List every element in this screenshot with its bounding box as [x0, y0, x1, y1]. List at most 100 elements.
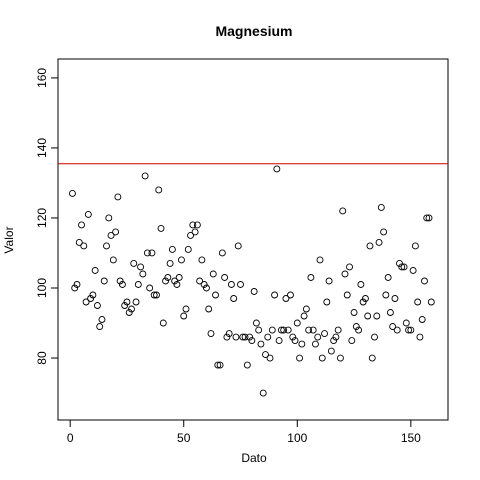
point [346, 263, 353, 271]
point [364, 312, 372, 320]
point [330, 337, 338, 344]
point [325, 277, 333, 285]
point [291, 337, 299, 344]
point [225, 330, 233, 337]
point [298, 340, 306, 348]
point [421, 277, 428, 285]
point [302, 305, 310, 313]
point [189, 221, 197, 229]
point [271, 291, 279, 299]
point [87, 295, 95, 302]
point [105, 214, 113, 222]
point [296, 354, 304, 362]
point [212, 291, 219, 299]
point [264, 333, 272, 341]
point [128, 305, 135, 313]
point [173, 281, 181, 288]
point [73, 281, 81, 288]
point [96, 323, 104, 330]
point [116, 277, 124, 285]
point [336, 354, 344, 362]
point [418, 316, 426, 323]
point [373, 312, 381, 320]
point [155, 186, 163, 194]
point [375, 239, 383, 246]
point [205, 305, 213, 313]
point [221, 274, 229, 281]
point [277, 326, 285, 334]
point [241, 333, 249, 341]
point [168, 246, 176, 253]
point [352, 323, 360, 330]
point [246, 333, 254, 341]
point [343, 291, 351, 299]
point [327, 347, 335, 355]
point [252, 319, 260, 327]
point [250, 288, 258, 295]
point [284, 326, 292, 334]
point [214, 361, 222, 369]
point [300, 312, 308, 320]
point [164, 274, 172, 281]
point [180, 312, 188, 320]
point [386, 309, 394, 316]
point [341, 270, 349, 278]
point [268, 326, 276, 334]
point [141, 172, 149, 180]
point [243, 361, 251, 369]
point [398, 263, 406, 271]
point [162, 277, 170, 285]
point [130, 260, 138, 267]
point [359, 298, 367, 306]
point [289, 333, 297, 341]
point [139, 270, 147, 278]
point [112, 228, 120, 236]
point [100, 277, 108, 285]
point [148, 249, 156, 257]
point [227, 281, 235, 288]
point [218, 249, 226, 257]
point [239, 333, 247, 341]
y-tick-label: 100 [35, 278, 49, 298]
point [391, 295, 399, 302]
point [171, 277, 179, 285]
point [389, 323, 397, 330]
point [84, 211, 92, 218]
point [368, 354, 376, 362]
x-tick-label: 50 [177, 431, 191, 445]
point [355, 326, 363, 334]
y-tick-label: 140 [35, 138, 49, 158]
point [400, 263, 408, 271]
point [255, 326, 263, 334]
point [182, 305, 190, 313]
point [409, 267, 417, 274]
point [91, 267, 99, 274]
point [134, 281, 142, 288]
point [114, 193, 122, 201]
point [178, 256, 185, 264]
point [293, 319, 301, 327]
point [132, 298, 140, 306]
point [257, 340, 265, 348]
point [175, 274, 183, 281]
point [427, 298, 435, 306]
point [223, 333, 231, 341]
point [150, 291, 158, 299]
point [159, 319, 167, 327]
point [384, 274, 392, 281]
point [193, 221, 201, 229]
point [248, 337, 256, 344]
point [423, 214, 431, 222]
point [187, 232, 194, 239]
point [348, 337, 356, 344]
point [232, 333, 240, 341]
point [307, 274, 315, 281]
chart-title: Magnesium [215, 23, 292, 39]
point [202, 284, 210, 292]
point [382, 291, 390, 299]
point [273, 165, 281, 173]
point [68, 190, 76, 197]
point [75, 239, 83, 246]
y-tick-label: 120 [35, 208, 49, 228]
